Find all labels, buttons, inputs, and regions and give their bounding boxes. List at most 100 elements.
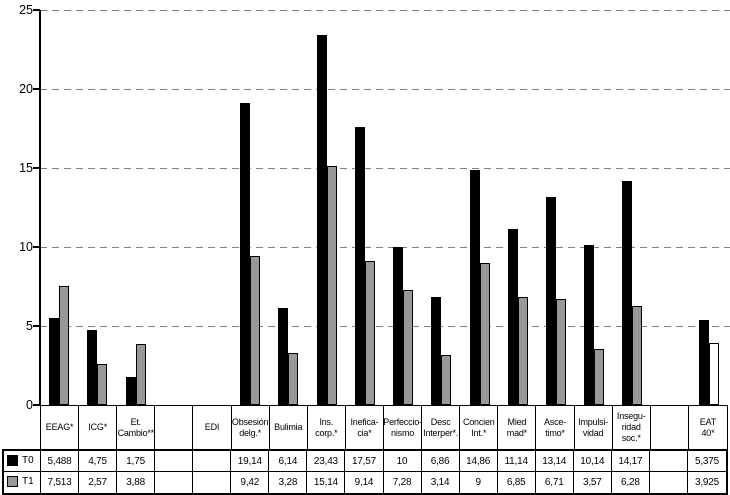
category-cell-8: Inefica- cia* [346,406,384,449]
y-axis-line [39,10,41,405]
gridline-20 [40,88,730,90]
bar-t1-cat9 [403,289,414,405]
value-cell-t0-cat5: 19,14 [231,451,270,472]
plot-area [40,0,730,405]
value-cell-t0-cat14: 10,14 [573,451,612,472]
bar-t1-cat10 [441,355,452,405]
category-cell-16 [651,406,689,449]
value-cell-t1-cat15: 6,28 [612,472,650,493]
value-cell-t1-cat12: 6,85 [498,472,536,493]
y-tick-label: 20 [19,82,33,96]
value-cell-t1-cat5: 9,42 [231,472,270,493]
bar-t0-cat8 [354,127,365,405]
legend-swatch-t1 [7,476,18,488]
value-cell-t0-cat3 [155,451,194,472]
value-table: 5,488 4,75 1,75 19,14 6,14 23,43 17,57 10 6,86 14… [40,449,728,495]
y-tick-label: 15 [19,161,33,175]
legend-row-t1: T1 [4,472,40,493]
value-cell-t1-cat10: 3,14 [422,472,460,493]
value-cell-t1-cat16 [650,472,688,493]
value-cell-t0-cat16 [649,451,688,472]
value-cell-t1-cat7: 15,14 [307,472,346,493]
category-cell-5: Obsesión delg.* [232,406,270,449]
category-cell-12: Mied mad* [498,406,537,449]
bar-t1-cat15 [632,305,643,405]
category-header-row: EEAG* ICG* Et. Cambio** EDI Obsesión delg.* B… [40,405,728,449]
value-cell-t0-cat17: 5,375 [687,451,726,472]
bar-t0-cat10 [431,296,442,405]
value-cell-t1-cat13: 6,71 [536,472,574,493]
value-cell-t1-cat14: 3,57 [574,472,612,493]
bar-t0-cat6 [278,307,289,405]
value-cell-t0-cat7: 23,43 [307,451,346,472]
category-cell-6: Bulimia [270,406,308,449]
y-tick-label: 25 [19,3,33,17]
legend-label: T0 [22,455,34,467]
y-tick-25 [33,9,40,11]
bar-t1-cat6 [288,353,299,405]
bar-t0-cat13 [546,197,556,405]
value-cell-t0-cat12: 11,14 [497,451,536,472]
y-tick-10 [33,246,40,248]
bar-t0-cat5 [240,102,251,405]
category-cell-10: Desc Interper*. [422,406,461,449]
value-cell-t0-cat10: 6,86 [421,451,460,472]
category-cell-3 [155,406,194,449]
legend: T0 T1 [2,449,40,495]
bar-t0-cat11 [469,170,480,405]
bar-t1-cat11 [479,262,490,405]
bar-t1-cat1 [97,364,108,405]
category-cell-7: Ins. corp.* [308,406,346,449]
value-cell-t0-cat4 [193,451,232,472]
y-tick-15 [33,167,40,169]
bar-t1-cat13 [556,298,566,405]
value-cell-t1-cat9: 7,28 [384,472,422,493]
gridline-15 [40,167,730,169]
value-cell-t1-cat4 [193,472,232,493]
y-tick-label: 10 [19,240,33,254]
bar-t0-cat15 [622,181,633,405]
value-cell-t0-cat6: 6,14 [269,451,308,472]
legend-row-t0: T0 [4,451,40,472]
y-tick-5 [33,325,40,327]
bar-t0-cat14 [584,244,595,405]
category-cell-0: EEAG* [41,406,80,449]
value-cell-t0-cat11: 14,86 [459,451,498,472]
value-cell-t1-cat2: 3,88 [117,472,156,493]
bar-t0-cat7 [316,34,327,405]
value-cell-t1-cat17: 3,925 [694,477,719,488]
bar-t0-cat2 [125,377,136,405]
bar-t1-cat17 [708,342,719,405]
category-cell-1: ICG* [79,406,118,449]
bar-t0-cat9 [393,247,404,405]
value-cell-t1-cat8: 9,14 [345,472,384,493]
bar-t1-cat8 [364,260,375,405]
legend-swatch-t0 [7,455,18,467]
gridline-10 [40,246,730,248]
bar-t0-cat1 [87,329,98,405]
value-cell-t0-cat1: 4,75 [79,451,118,472]
category-cell-9: Perfeccio- nismo [384,406,423,449]
category-cell-13: Asce- timo* [536,406,575,449]
bar-t1-cat7 [326,165,337,405]
gridline-25 [40,9,730,11]
y-tick-label: 0 [26,398,33,412]
value-cell-t0-cat15: 14,17 [611,451,650,472]
value-cell-t0-cat8: 17,57 [345,451,384,472]
value-cell-t0-cat2: 1,75 [117,451,156,472]
value-cell-t0-cat9: 10 [383,451,422,472]
value-cell-t1-cat11: 9 [460,472,498,493]
legend-label: T1 [22,476,34,488]
value-cell-t1-cat6: 3,28 [269,472,308,493]
value-cell-t1-cat0: 7,513 [41,472,80,493]
category-cell-15: Insegu- ridad soc.* [613,406,651,449]
category-cell-11: Concien Int.* [460,406,499,449]
value-cell-t1-cat1: 2,57 [79,472,118,493]
y-tick-0 [33,404,40,406]
y-tick-20 [33,88,40,90]
bar-t0-cat0 [49,318,60,405]
value-cell-t0-cat0: 5,488 [41,451,80,472]
bar-t0-cat17 [698,320,709,405]
bar-t0-cat12 [507,228,518,405]
